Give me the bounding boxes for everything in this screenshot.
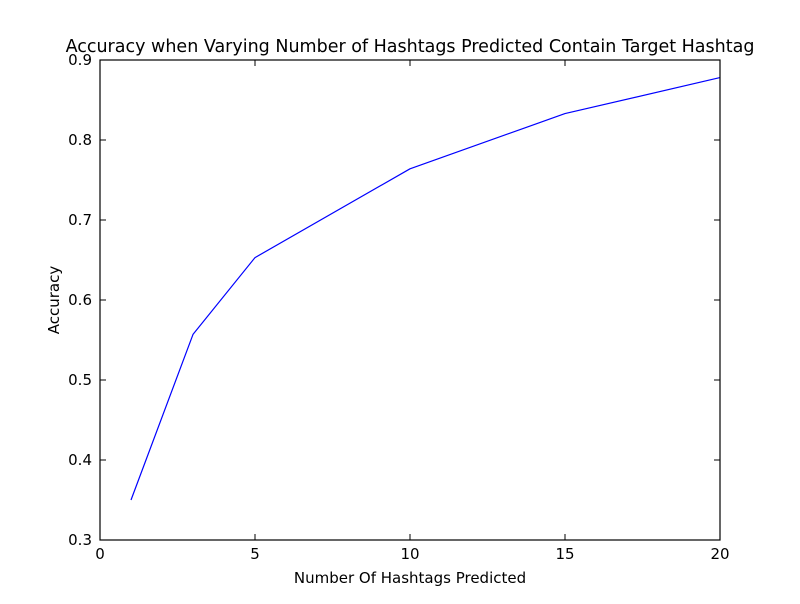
y-axis-title: Accuracy — [45, 266, 63, 335]
y-tick-label: 0.7 — [68, 211, 92, 229]
y-tick-label: 0.5 — [68, 371, 92, 389]
x-tick-label: 10 — [400, 545, 419, 563]
x-tick-label: 15 — [555, 545, 574, 563]
y-tick-label: 0.9 — [68, 51, 92, 69]
series-line-0 — [130, 77, 721, 501]
x-tick-label: 0 — [95, 545, 105, 563]
x-axis-title: Number Of Hashtags Predicted — [294, 569, 526, 587]
y-tick-label: 0.4 — [68, 451, 92, 469]
x-tick-label: 20 — [710, 545, 729, 563]
plot-frame — [99, 59, 721, 541]
x-tick-label: 5 — [250, 545, 260, 563]
chart-title: Accuracy when Varying Number of Hashtags… — [66, 37, 755, 57]
y-tick-label: 0.8 — [68, 131, 92, 149]
y-tick-label: 0.3 — [68, 531, 92, 549]
y-tick-label: 0.6 — [68, 291, 92, 309]
